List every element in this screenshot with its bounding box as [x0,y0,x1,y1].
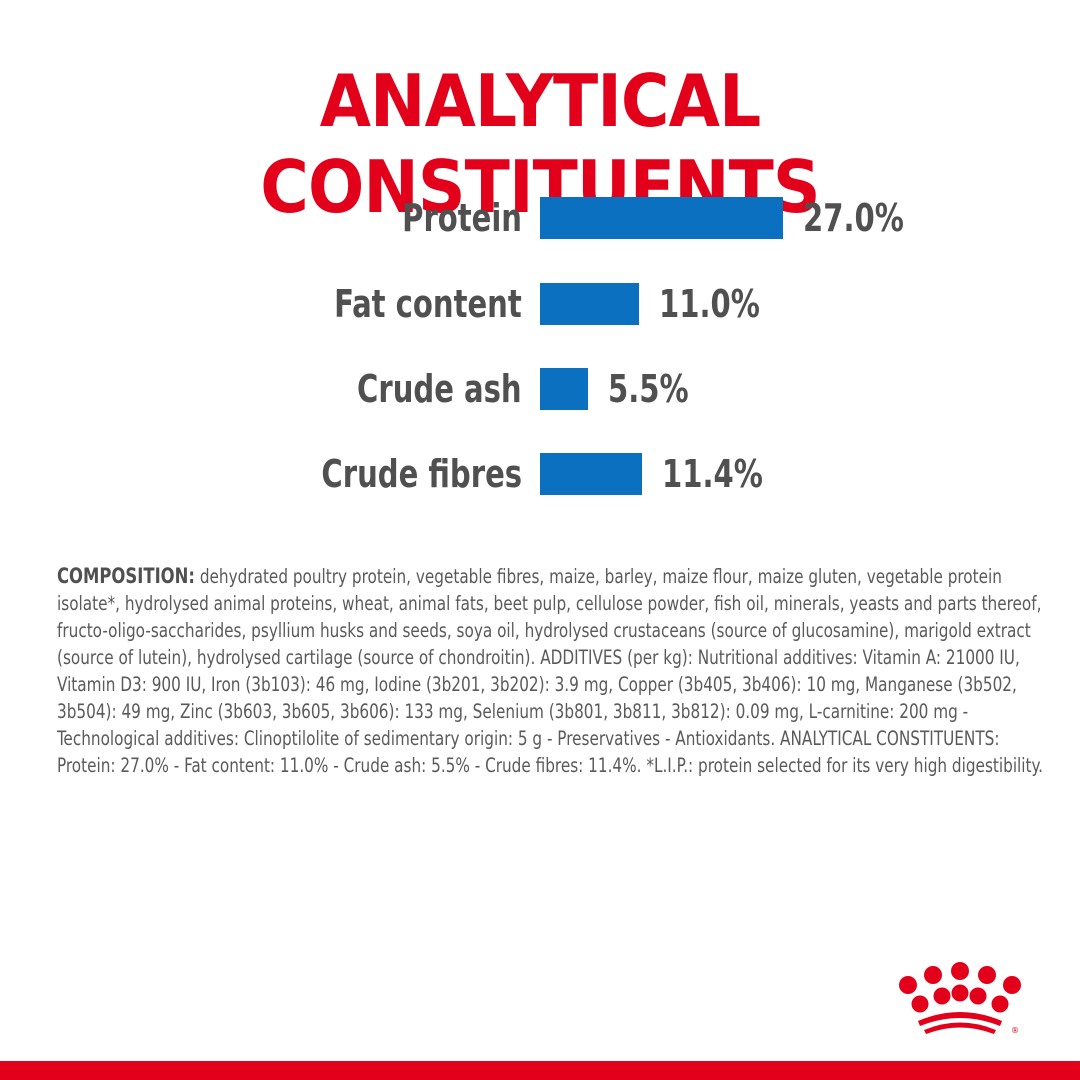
bar-crude-fibres [540,453,642,495]
chart-row-fat-content: Fat content 11.0% [0,283,1080,325]
composition-text: COMPOSITION: dehydrated poultry protein,… [57,563,1049,779]
composition-body: dehydrated poultry protein, vegetable fi… [57,565,1043,777]
composition-heading: COMPOSITION: [57,564,195,588]
row-value: 5.5% [608,367,689,411]
bar-crude-ash [540,368,588,410]
row-label: Protein [402,196,522,240]
row-value: 27.0% [803,196,904,240]
row-label: Crude fibres [321,452,522,496]
crown-logo-icon: ® [899,962,1021,1035]
bar-fat-content [540,283,639,325]
bottom-red-band [0,1061,1080,1080]
bar-protein [540,197,783,239]
row-value: 11.4% [662,452,763,496]
chart-row-crude-ash: Crude ash 5.5% [0,368,1080,410]
row-value: 11.0% [659,282,760,326]
row-label: Crude ash [357,367,522,411]
row-label: Fat content [334,282,522,326]
chart-row-crude-fibres: Crude fibres 11.4% [0,453,1080,495]
page-title: ANALYTICAL CONSTITUENTS [260,59,820,229]
registered-mark: ® [1011,1026,1019,1035]
chart-row-protein: Protein 27.0% [0,197,1080,239]
